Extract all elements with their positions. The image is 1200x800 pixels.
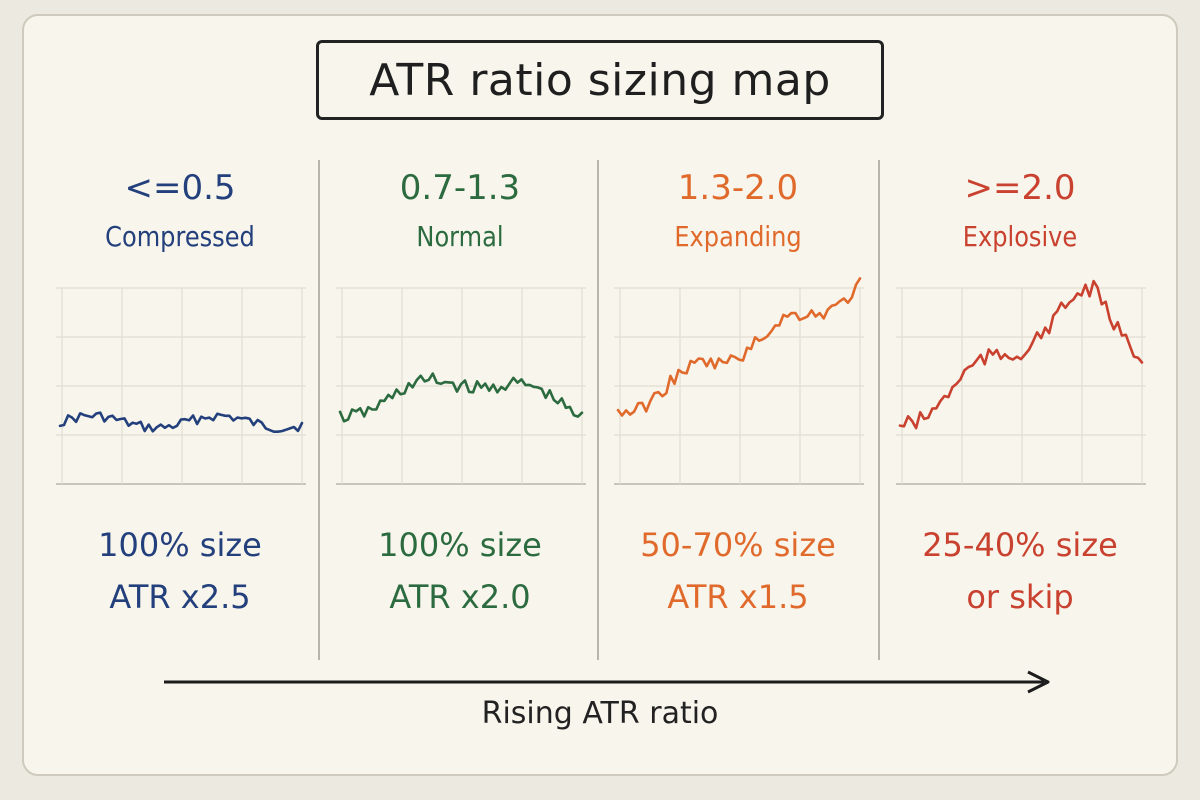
regime-name: Expanding xyxy=(674,220,802,253)
price-sparkline xyxy=(338,372,584,423)
rising-ratio-arrow xyxy=(164,670,1050,694)
regime-column-expanding: 1.3-2.0 Expanding 50-70% size ATR x1.5 xyxy=(598,160,878,660)
column-divider xyxy=(597,160,599,660)
stop-multiplier: ATR x2.5 xyxy=(109,578,251,616)
position-size: 25-40% size xyxy=(922,526,1118,564)
price-sparkline xyxy=(58,411,304,433)
regime-name: Explosive xyxy=(962,220,1078,253)
position-size: 50-70% size xyxy=(640,526,836,564)
axis-label: Rising ATR ratio xyxy=(481,696,719,731)
regime-name: Normal xyxy=(416,220,504,253)
ratio-range: 0.7-1.3 xyxy=(399,168,521,208)
column-divider xyxy=(318,160,320,660)
regime-column-compressed: <=0.5 Compressed 100% size ATR x2.5 xyxy=(40,160,320,660)
ratio-range: 1.3-2.0 xyxy=(677,168,799,208)
stop-multiplier: ATR x2.0 xyxy=(389,578,531,616)
price-sparkline xyxy=(616,277,862,417)
ratio-range: <=0.5 xyxy=(124,168,236,208)
regime-column-normal: 0.7-1.3 Normal 100% size ATR x2.0 xyxy=(320,160,600,660)
sparkline-chart xyxy=(614,277,864,485)
stop-multiplier: ATR x1.5 xyxy=(667,578,809,616)
sparkline-chart xyxy=(56,287,306,485)
ratio-range: >=2.0 xyxy=(964,168,1076,208)
position-size: 100% size xyxy=(98,526,262,564)
price-sparkline xyxy=(898,279,1144,430)
sparkline-chart xyxy=(336,287,586,485)
diagram-card xyxy=(22,14,1178,776)
column-divider xyxy=(878,160,880,660)
stop-multiplier: or skip xyxy=(966,578,1074,616)
regime-column-explosive: >=2.0 Explosive 25-40% size or skip xyxy=(880,160,1160,660)
sparkline-chart xyxy=(896,279,1146,485)
regime-name: Compressed xyxy=(105,220,255,253)
position-size: 100% size xyxy=(378,526,542,564)
diagram-title: ATR ratio sizing map xyxy=(316,40,884,120)
